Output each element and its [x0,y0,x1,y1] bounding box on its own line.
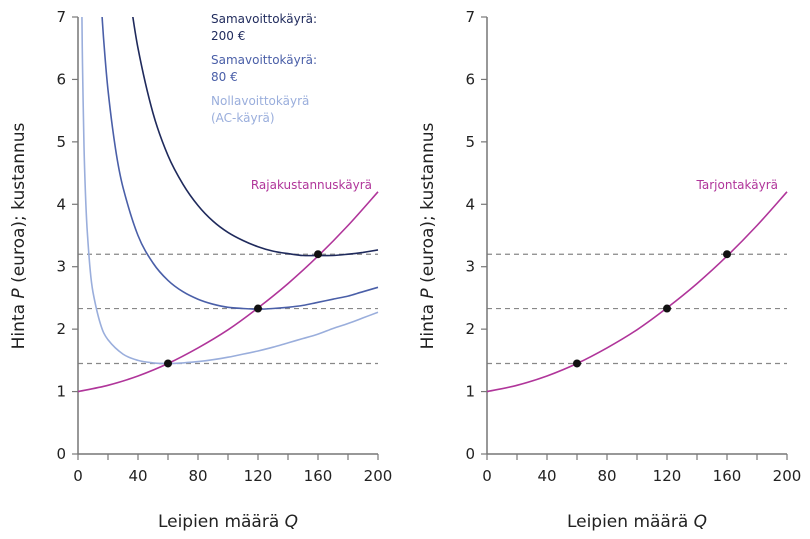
series-line-profit200 [132,17,379,257]
y-tick-label: 7 [56,8,66,26]
x-tick-label: 160 [304,467,333,485]
x-tick-label: 120 [653,467,682,485]
y-tick-label: 5 [465,133,475,151]
y-label-var: P [9,288,29,299]
y-tick-label: 5 [56,133,66,151]
x-axis-label-right: Leipien määrä Q [567,512,707,532]
x-tick-label: 160 [713,467,742,485]
y-tick-label: 7 [465,8,475,26]
y-tick-label: 1 [465,383,475,401]
x-tick-label: 0 [73,467,83,485]
equilibrium-point [663,304,671,313]
y-label-post: (euroa); kustannus [9,122,29,288]
right-chart-panel: 0 40 80 120 160 200 0 1 2 3 4 5 6 7 [465,8,801,485]
legend-zero-line1: Nollavoittokäyrä [211,94,309,108]
legend-zero-line2: (AC-käyrä) [211,111,275,125]
series-line-marginal-cost [78,191,379,393]
y-tick-label: 2 [465,320,475,338]
x-tick-label: 200 [364,467,393,485]
left-chart-panel: 0 40 80 120 160 200 0 1 2 3 4 5 6 7 [56,8,393,485]
x-label-text: Leipien määrä [567,512,694,532]
x-label-var: Q [694,512,707,532]
y-tick-label: 3 [56,258,66,276]
y-axis-label-left: Hinta P (euroa); kustannus [9,122,29,349]
y-label-var: P [418,288,438,299]
equilibrium-point [314,250,322,259]
equilibrium-point [573,359,581,368]
legend-profit80-line2: 80 € [211,70,238,84]
y-tick-label: 3 [465,258,475,276]
y-tick-label: 6 [56,70,66,88]
series-line-profit80 [101,17,379,311]
series-line-zero-profit [81,17,379,365]
x-tick-label: 40 [537,467,556,485]
y-tick-label: 4 [465,195,475,213]
y-tick-label: 4 [56,195,66,213]
y-tick-label: 0 [56,445,66,463]
legend-profit80-line1: Samavoittokäyrä: [211,53,317,67]
y-label-pre: Hinta [418,299,438,350]
legend-profit200-line1: Samavoittokäyrä: [211,12,317,26]
y-tick-label: 2 [56,320,66,338]
y-tick-label: 1 [56,383,66,401]
x-tick-label: 120 [244,467,273,485]
x-label-var: Q [285,512,298,532]
x-tick-label: 80 [597,467,616,485]
label-marginal-cost: Rajakustannuskäyrä [251,178,372,192]
label-supply-curve: Tarjontakäyrä [696,178,778,192]
x-tick-label: 200 [773,467,802,485]
equilibrium-point [254,304,262,313]
equilibrium-point [164,359,172,368]
legend-profit200-line2: 200 € [211,29,245,43]
x-tick-label: 40 [128,467,147,485]
x-label-text: Leipien määrä [158,512,285,532]
y-tick-label: 0 [465,445,475,463]
y-label-post: (euroa); kustannus [418,122,438,288]
x-tick-label: 0 [482,467,492,485]
x-tick-label: 80 [188,467,207,485]
y-axis-label-right: Hinta P (euroa); kustannus [418,122,438,349]
x-axis-label-left: Leipien määrä Q [158,512,298,532]
series-line-marginal-cost [487,191,788,393]
y-label-pre: Hinta [9,299,29,350]
y-tick-label: 6 [465,70,475,88]
equilibrium-point [723,250,731,259]
